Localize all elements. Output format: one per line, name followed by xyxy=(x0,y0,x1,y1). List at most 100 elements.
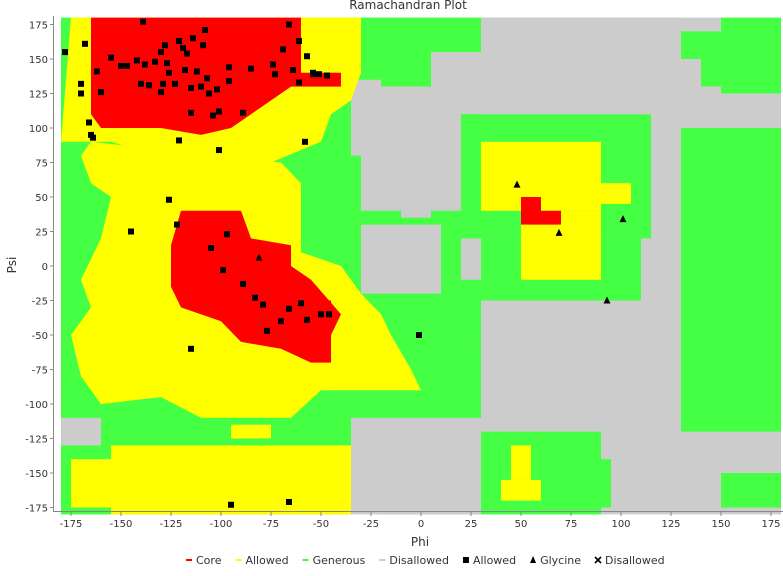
allowed-point xyxy=(118,62,124,69)
y-tick-label: 25 xyxy=(35,228,48,239)
allowed-point xyxy=(286,21,292,28)
core-region xyxy=(91,17,341,135)
x-tick-label: 75 xyxy=(565,519,578,530)
disallowed-region xyxy=(481,86,681,115)
allowed-point xyxy=(324,72,330,79)
allowed-point xyxy=(316,71,322,78)
allowed-point xyxy=(416,332,422,338)
allowed-point xyxy=(296,79,302,86)
allowed-point xyxy=(62,49,68,56)
plot-region-map xyxy=(61,17,781,515)
x-tick-label: -175 xyxy=(60,519,83,530)
legend-item: Disallowed xyxy=(379,554,449,567)
allowed-point xyxy=(304,316,310,323)
allowed-point xyxy=(140,18,146,25)
allowed-point xyxy=(220,267,226,274)
allowed-region xyxy=(511,445,531,480)
allowed-point xyxy=(326,311,332,318)
legend-item: Disallowed xyxy=(594,554,665,567)
legend-label: Glycine xyxy=(540,554,581,567)
allowed-point xyxy=(90,134,96,141)
legend-label: Allowed xyxy=(245,554,288,567)
legend-item: Allowed xyxy=(235,554,289,567)
x-tick-label: -50 xyxy=(313,519,329,530)
y-tick-label: -175 xyxy=(25,504,48,515)
allowed-point xyxy=(272,71,278,78)
allowed-region xyxy=(531,252,571,273)
allowed-point xyxy=(98,89,104,96)
x-axis-ticks: -175 -150 -125 -100 -75 -50 -25 0 25 50 75 100 125 15… xyxy=(60,512,781,530)
y-tick-label: 50 xyxy=(35,193,48,204)
allowed-point xyxy=(134,57,140,64)
data-points xyxy=(62,18,627,508)
disallowed-region xyxy=(481,321,681,432)
allowed-point xyxy=(152,58,158,65)
legend-swatch xyxy=(235,559,242,561)
allowed-point xyxy=(216,147,222,154)
core-region xyxy=(541,210,561,225)
x-tick-label: -100 xyxy=(210,519,233,530)
x-tick-label: 125 xyxy=(661,519,680,530)
legend-label: Disallowed xyxy=(605,554,665,567)
x-tick-label: 50 xyxy=(515,519,528,530)
disallowed-region xyxy=(381,424,481,515)
allowed-point xyxy=(264,327,270,334)
disallowed-region xyxy=(61,417,101,446)
allowed-point xyxy=(240,109,246,116)
allowed-point xyxy=(296,38,302,45)
glycine-point xyxy=(603,296,611,304)
glycine-point xyxy=(555,228,563,236)
allowed-point xyxy=(240,280,246,287)
allowed-point xyxy=(302,138,308,145)
legend-item: Allowed xyxy=(462,554,516,567)
y-tick-label: 0 xyxy=(42,262,48,273)
allowed-point xyxy=(188,345,194,352)
x-tick-label: 175 xyxy=(761,519,780,530)
legend-swatch xyxy=(302,559,309,561)
x-tick-label: -125 xyxy=(160,519,183,530)
y-tick-label: -150 xyxy=(25,469,48,480)
allowed-point xyxy=(208,245,214,252)
disallowed-region xyxy=(361,224,441,294)
allowed-point xyxy=(226,64,232,71)
allowed-point xyxy=(128,228,134,235)
allowed-point xyxy=(304,53,310,60)
x-tick-label: 25 xyxy=(465,519,478,530)
allowed-point xyxy=(142,61,148,68)
x-tick-label: 0 xyxy=(418,519,424,530)
allowed-point xyxy=(286,498,292,505)
generous-region xyxy=(381,17,431,87)
allowed-point xyxy=(194,68,200,75)
allowed-point xyxy=(160,80,166,87)
allowed-point xyxy=(198,83,204,90)
allowed-point xyxy=(182,67,188,74)
generous-region xyxy=(721,473,781,508)
allowed-point xyxy=(226,78,232,85)
allowed-point xyxy=(270,61,276,68)
x-axis-label: Phi xyxy=(411,535,429,549)
y-tick-label: 175 xyxy=(29,21,48,32)
x-tick-label: 150 xyxy=(711,519,730,530)
legend-item: Generous xyxy=(302,554,366,567)
allowed-point xyxy=(318,311,324,318)
allowed-point xyxy=(286,305,292,312)
y-axis-label: Psi xyxy=(5,257,19,274)
allowed-region xyxy=(231,424,271,439)
disallowed-region xyxy=(481,17,681,53)
allowed-region xyxy=(71,459,111,508)
generous-region xyxy=(461,279,481,349)
allowed-point xyxy=(204,75,210,82)
allowed-region xyxy=(481,183,491,211)
core-region xyxy=(261,266,281,280)
allowed-point xyxy=(224,231,230,238)
allowed-point xyxy=(166,69,172,76)
allowed-region xyxy=(501,479,541,501)
allowed-region xyxy=(571,183,631,204)
legend-swatch xyxy=(530,556,537,563)
allowed-point xyxy=(248,65,254,72)
allowed-point xyxy=(298,300,304,307)
y-tick-label: 150 xyxy=(29,55,48,66)
legend-item: Core xyxy=(186,554,222,567)
allowed-point xyxy=(228,501,234,508)
